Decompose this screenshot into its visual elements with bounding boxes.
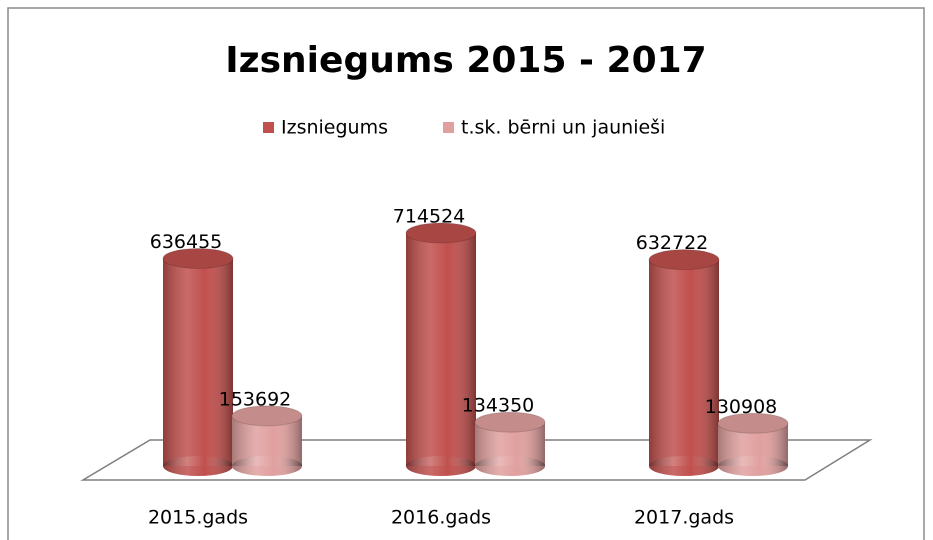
cylinder-top bbox=[231, 405, 303, 427]
cylinder-shade bbox=[406, 233, 476, 466]
chart-title: Izsniegums 2015 - 2017 bbox=[225, 40, 706, 81]
legend-swatch bbox=[443, 122, 454, 133]
cylinder-top-tint bbox=[475, 412, 545, 433]
cylinder-top-tint bbox=[718, 413, 788, 434]
cylinder-top bbox=[717, 412, 789, 434]
data-label: 714524 bbox=[393, 206, 466, 228]
data-label: 134350 bbox=[462, 395, 535, 417]
cylinder-shade bbox=[649, 259, 719, 466]
cylinder-top-tint bbox=[649, 249, 719, 270]
cylinder-top-tint bbox=[163, 248, 233, 269]
cylinder-top bbox=[405, 222, 477, 244]
cylinder-bar bbox=[405, 222, 477, 476]
x-tick-label: 2016.gads bbox=[391, 507, 491, 529]
cylinder-top bbox=[474, 411, 546, 433]
cylinder-top-tint bbox=[406, 223, 476, 243]
cylinder-bar bbox=[162, 247, 234, 476]
cylinder-shade bbox=[163, 258, 233, 466]
legend-label: Izsniegums bbox=[281, 117, 388, 139]
legend-label: t.sk. bērni un jaunieši bbox=[461, 117, 665, 139]
legend: Izsniegums t.sk. bērni un jaunieši bbox=[263, 117, 665, 139]
cylinder-bar bbox=[231, 405, 303, 476]
x-tick-label: 2015.gads bbox=[148, 507, 248, 529]
data-label: 130908 bbox=[705, 396, 778, 418]
cylinder-bar bbox=[648, 249, 720, 476]
cylinder-bar bbox=[474, 411, 546, 476]
x-tick-label: 2017.gads bbox=[634, 507, 734, 529]
cylinder-top-tint bbox=[232, 405, 302, 426]
data-label: 636455 bbox=[150, 231, 223, 253]
data-label: 153692 bbox=[219, 388, 292, 410]
cylinder-top bbox=[162, 247, 234, 269]
chart-frame bbox=[7, 7, 925, 540]
cylinder-top bbox=[648, 249, 720, 271]
legend-swatch bbox=[263, 122, 274, 133]
cylinder-bar bbox=[717, 412, 789, 476]
data-label: 632722 bbox=[636, 232, 709, 254]
